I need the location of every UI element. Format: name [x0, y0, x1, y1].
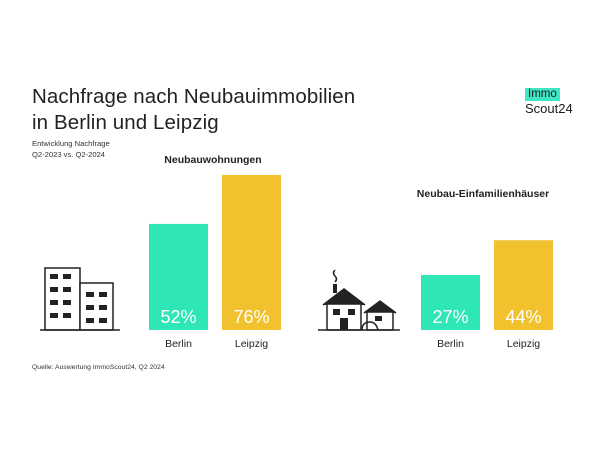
bar-1-leipzig — [222, 174, 281, 330]
category-label-1-leipzig: Leipzig — [235, 338, 268, 350]
category-label-2-leipzig: Leipzig — [507, 338, 540, 350]
source-note: Quelle: Auswertung ImmoScout24, Q2 2024 — [32, 364, 165, 371]
logo-top-text: Immo — [525, 88, 560, 101]
bar-1-berlin — [149, 223, 208, 330]
category-label-2-berlin: Berlin — [437, 338, 464, 350]
chart-subtitle: Entwicklung Nachfrage Q2-2023 vs. Q2-202… — [32, 139, 110, 160]
immoscout24-logo: Immo Scout24 — [525, 88, 587, 120]
value-label-1-leipzig: 76% — [233, 307, 269, 327]
apartment-building-icon — [40, 267, 120, 331]
group-title-neubau-einfamilienhaeuser: Neubau-Einfamilienhäuser — [417, 188, 549, 200]
bar-2-berlin — [421, 274, 480, 330]
logo-bottom-text: Scout24 — [525, 101, 573, 116]
chart-title: Nachfrage nach Neubauimmobilien in Berli… — [32, 84, 432, 136]
bar-2-leipzig — [494, 240, 553, 330]
chart-title-line-2: in Berlin und Leipzig — [32, 111, 219, 134]
value-label-2-berlin: 27% — [432, 307, 468, 327]
subtitle-line-2: Q2-2023 vs. Q2-2024 — [32, 149, 106, 159]
subtitle-line-1: Entwicklung Nachfrage — [32, 139, 110, 148]
value-label-2-leipzig: 44% — [505, 307, 541, 327]
houses-icon — [318, 269, 400, 331]
category-label-1-berlin: Berlin — [165, 338, 192, 350]
value-label-1-berlin: 52% — [160, 307, 196, 327]
group-title-neubauwohnungen: Neubauwohnungen — [164, 154, 261, 166]
chart-title-line-1: Nachfrage nach Neubauimmobilien — [32, 85, 356, 108]
